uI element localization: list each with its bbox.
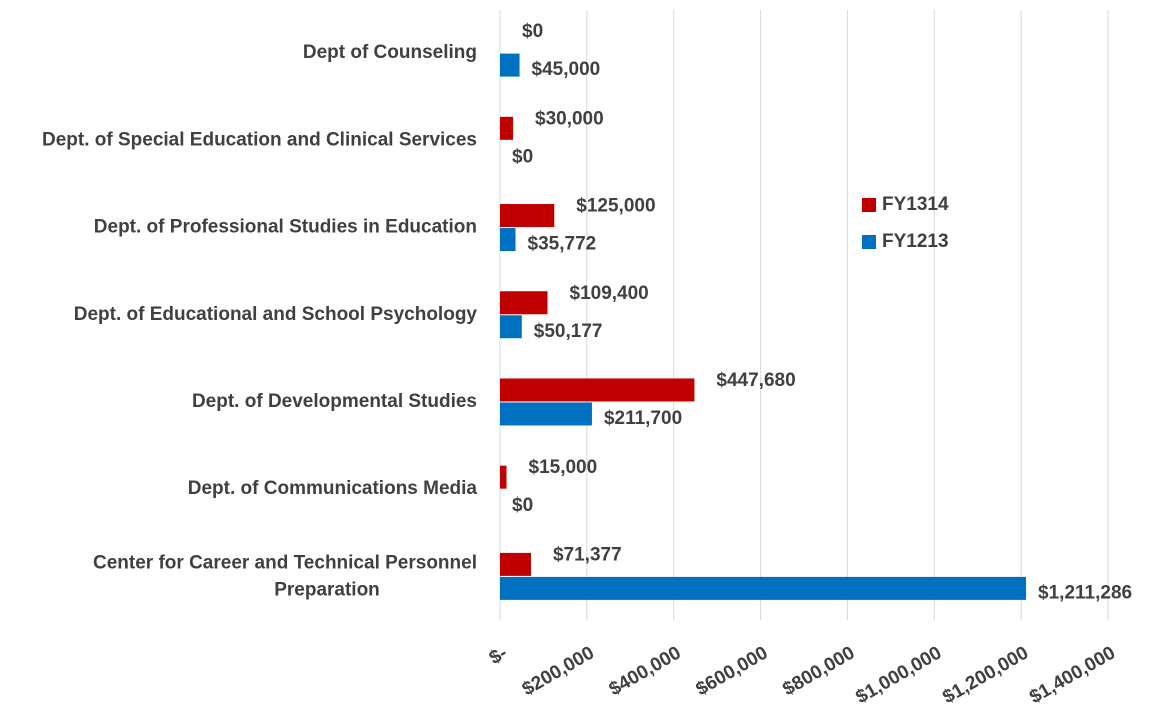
label-line: Preparation: [274, 579, 380, 600]
y-tick-label: Dept. of Special Education and Clinical …: [42, 129, 477, 150]
bar: [500, 402, 592, 426]
value-label: $0: [522, 21, 543, 42]
value-label: $0: [512, 495, 533, 516]
label-line: Center for Career and Technical Personne…: [93, 552, 477, 573]
bar: [500, 552, 531, 576]
bar: [500, 228, 516, 252]
bar: [500, 116, 514, 140]
bar: [500, 291, 548, 315]
legend-swatch: [862, 235, 876, 249]
value-label: $71,377: [553, 544, 622, 565]
x-tick-label: $-: [486, 642, 511, 669]
x-tick-label: $600,000: [692, 642, 771, 700]
value-label: $30,000: [535, 108, 604, 129]
y-tick-label: Dept. of Educational and School Psycholo…: [74, 304, 478, 325]
bar: [500, 576, 1027, 600]
value-label: $1,211,286: [1038, 582, 1132, 603]
legend-swatch: [862, 198, 876, 212]
legend-label: FY1213: [882, 231, 949, 252]
value-label: $447,680: [716, 370, 795, 391]
value-label: $0: [512, 146, 533, 167]
value-label: $50,177: [534, 321, 603, 342]
bar: [500, 53, 520, 77]
value-label: $15,000: [529, 457, 598, 478]
x-tick-label: $400,000: [606, 642, 685, 700]
bar: [500, 315, 522, 339]
bar: [500, 465, 507, 489]
value-label: $109,400: [570, 283, 649, 304]
value-label: $211,700: [604, 408, 682, 429]
x-tick-label: $1,200,000: [939, 642, 1032, 708]
y-tick-label: Dept. of Professional Studies in Educati…: [94, 217, 477, 238]
legend-label: FY1314: [882, 194, 949, 215]
x-tick-label: $200,000: [519, 642, 598, 700]
value-label: $125,000: [576, 196, 655, 217]
x-tick-label: $1,400,000: [1026, 642, 1119, 708]
bar: [500, 204, 555, 228]
value-label: $35,772: [528, 234, 597, 255]
y-tick-label: Dept. of Developmental Studies: [192, 391, 477, 412]
value-label: $45,000: [532, 59, 601, 80]
y-tick-label: Dept of Counseling: [303, 42, 477, 63]
y-tick-label: Center for Career and Technical Personne…: [93, 552, 477, 600]
y-tick-label: Dept. of Communications Media: [188, 478, 478, 499]
bar: [500, 378, 695, 402]
x-tick-label: $800,000: [779, 642, 858, 700]
x-tick-label: $1,000,000: [852, 642, 945, 708]
